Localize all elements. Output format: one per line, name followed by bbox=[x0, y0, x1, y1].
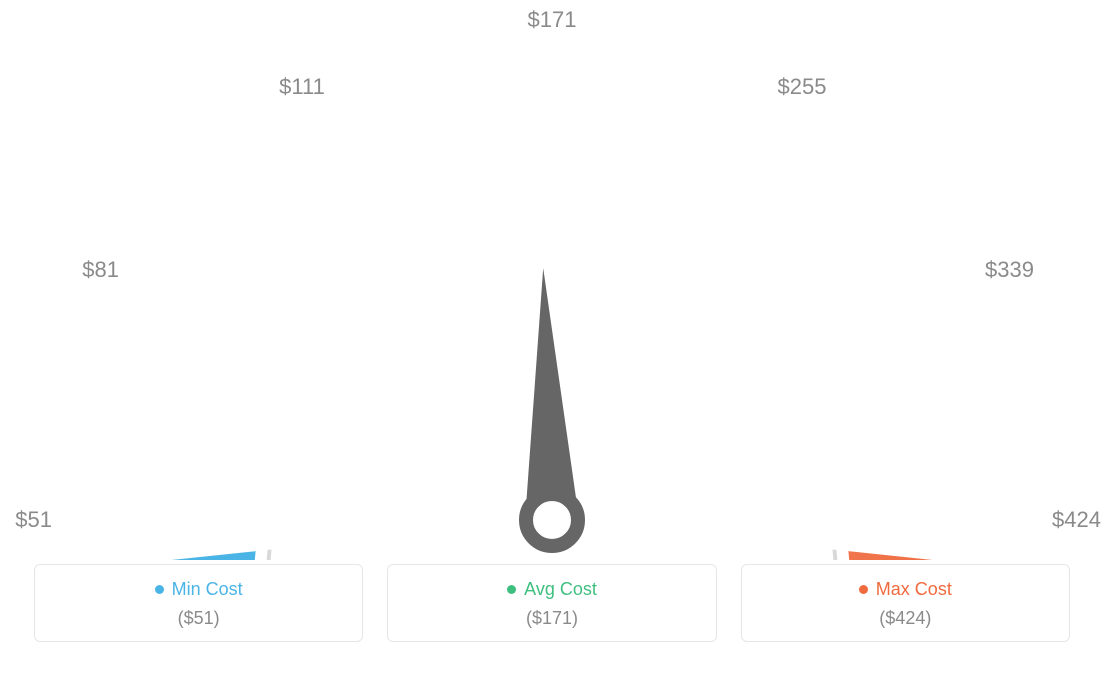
legend-min: Min Cost ($51) bbox=[34, 564, 363, 642]
legend-avg-title: Avg Cost bbox=[388, 579, 715, 600]
svg-text:$255: $255 bbox=[778, 74, 827, 99]
legend-max-value: ($424) bbox=[742, 608, 1069, 629]
dot-min bbox=[155, 585, 164, 594]
legend-max: Max Cost ($424) bbox=[741, 564, 1070, 642]
legend-min-value: ($51) bbox=[35, 608, 362, 629]
legend-min-label: Min Cost bbox=[172, 579, 243, 600]
svg-text:$171: $171 bbox=[528, 7, 577, 32]
svg-text:$339: $339 bbox=[985, 257, 1034, 282]
svg-text:$51: $51 bbox=[15, 507, 52, 532]
legend-max-title: Max Cost bbox=[742, 579, 1069, 600]
legend-max-label: Max Cost bbox=[876, 579, 952, 600]
legend-avg: Avg Cost ($171) bbox=[387, 564, 716, 642]
dot-avg bbox=[507, 585, 516, 594]
svg-text:$424: $424 bbox=[1052, 507, 1101, 532]
legend-avg-value: ($171) bbox=[388, 608, 715, 629]
legend: Min Cost ($51) Avg Cost ($171) Max Cost … bbox=[0, 564, 1104, 642]
legend-avg-label: Avg Cost bbox=[524, 579, 597, 600]
legend-min-title: Min Cost bbox=[35, 579, 362, 600]
gauge-chart: $51 $81 $111 $171 $255 $339 $424 bbox=[0, 0, 1104, 560]
gauge-svg: $51 $81 $111 $171 $255 $339 $424 bbox=[0, 0, 1104, 560]
svg-text:$81: $81 bbox=[82, 257, 119, 282]
svg-text:$111: $111 bbox=[279, 74, 325, 99]
dot-max bbox=[859, 585, 868, 594]
